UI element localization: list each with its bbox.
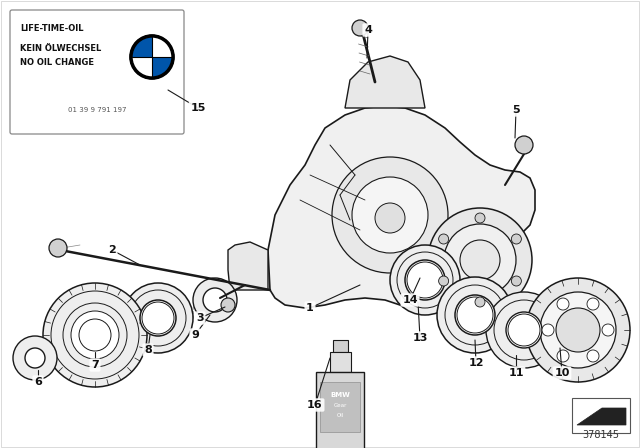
Circle shape bbox=[390, 245, 460, 315]
Bar bbox=[572, 398, 630, 433]
Circle shape bbox=[123, 283, 193, 353]
FancyBboxPatch shape bbox=[10, 10, 184, 134]
Circle shape bbox=[140, 300, 176, 336]
Circle shape bbox=[557, 350, 569, 362]
Circle shape bbox=[540, 292, 616, 368]
Bar bbox=[316, 372, 364, 448]
Circle shape bbox=[428, 208, 532, 312]
Circle shape bbox=[542, 324, 554, 336]
Text: 14: 14 bbox=[402, 295, 418, 305]
Circle shape bbox=[13, 336, 57, 380]
Circle shape bbox=[332, 157, 448, 273]
Bar bbox=[330, 352, 351, 372]
Polygon shape bbox=[577, 408, 626, 425]
Circle shape bbox=[438, 234, 449, 244]
Circle shape bbox=[475, 213, 485, 223]
Circle shape bbox=[486, 292, 562, 368]
Circle shape bbox=[203, 288, 227, 312]
Circle shape bbox=[602, 324, 614, 336]
Circle shape bbox=[444, 224, 516, 296]
Text: 12: 12 bbox=[468, 358, 484, 368]
Wedge shape bbox=[152, 37, 172, 57]
Text: 3: 3 bbox=[196, 313, 204, 323]
Circle shape bbox=[455, 295, 495, 335]
Circle shape bbox=[587, 298, 599, 310]
Text: 2: 2 bbox=[108, 245, 116, 255]
Text: 10: 10 bbox=[554, 368, 570, 378]
Bar bbox=[320, 382, 360, 432]
Text: 378145: 378145 bbox=[582, 430, 620, 440]
Circle shape bbox=[506, 312, 542, 348]
Polygon shape bbox=[345, 56, 425, 108]
Circle shape bbox=[142, 302, 174, 334]
Circle shape bbox=[460, 240, 500, 280]
Text: 01 39 9 791 197: 01 39 9 791 197 bbox=[68, 107, 126, 113]
Circle shape bbox=[221, 298, 235, 312]
Bar bbox=[333, 340, 348, 352]
Text: NO OIL CHANGE: NO OIL CHANGE bbox=[20, 57, 94, 66]
Circle shape bbox=[77, 317, 113, 353]
Wedge shape bbox=[152, 57, 172, 77]
Circle shape bbox=[475, 297, 485, 307]
Text: 5: 5 bbox=[512, 105, 520, 115]
Circle shape bbox=[526, 278, 630, 382]
Text: Oil: Oil bbox=[337, 413, 344, 418]
Text: LIFE-TIME-OIL: LIFE-TIME-OIL bbox=[20, 23, 83, 33]
Circle shape bbox=[437, 277, 513, 353]
Circle shape bbox=[49, 239, 67, 257]
Wedge shape bbox=[132, 37, 152, 57]
Wedge shape bbox=[132, 57, 152, 77]
Circle shape bbox=[587, 350, 599, 362]
Circle shape bbox=[352, 177, 428, 253]
Text: 8: 8 bbox=[144, 345, 152, 355]
Text: 15: 15 bbox=[190, 103, 205, 113]
Text: 6: 6 bbox=[34, 377, 42, 387]
Circle shape bbox=[556, 308, 600, 352]
Text: 16: 16 bbox=[307, 400, 323, 410]
Circle shape bbox=[508, 314, 540, 346]
Circle shape bbox=[193, 278, 237, 322]
Circle shape bbox=[132, 37, 172, 77]
Circle shape bbox=[71, 311, 119, 359]
Circle shape bbox=[352, 20, 368, 36]
Circle shape bbox=[511, 234, 522, 244]
Circle shape bbox=[43, 283, 147, 387]
Circle shape bbox=[457, 297, 493, 333]
Polygon shape bbox=[228, 242, 268, 290]
Text: 7: 7 bbox=[91, 360, 99, 370]
Polygon shape bbox=[268, 106, 535, 313]
Circle shape bbox=[79, 319, 111, 351]
Text: 11: 11 bbox=[508, 368, 524, 378]
Circle shape bbox=[407, 262, 443, 298]
Text: 4: 4 bbox=[364, 25, 372, 35]
Text: 9: 9 bbox=[191, 330, 199, 340]
Circle shape bbox=[515, 136, 533, 154]
Text: KEIN ÖLWECHSEL: KEIN ÖLWECHSEL bbox=[20, 43, 101, 52]
Circle shape bbox=[375, 203, 405, 233]
Circle shape bbox=[511, 276, 522, 286]
Circle shape bbox=[405, 260, 445, 300]
Text: BMW: BMW bbox=[330, 392, 350, 398]
Text: 13: 13 bbox=[412, 333, 428, 343]
Text: 1: 1 bbox=[306, 303, 314, 313]
Circle shape bbox=[438, 276, 449, 286]
Circle shape bbox=[130, 35, 174, 79]
Circle shape bbox=[557, 298, 569, 310]
Text: Gear: Gear bbox=[333, 402, 347, 408]
Circle shape bbox=[25, 348, 45, 368]
